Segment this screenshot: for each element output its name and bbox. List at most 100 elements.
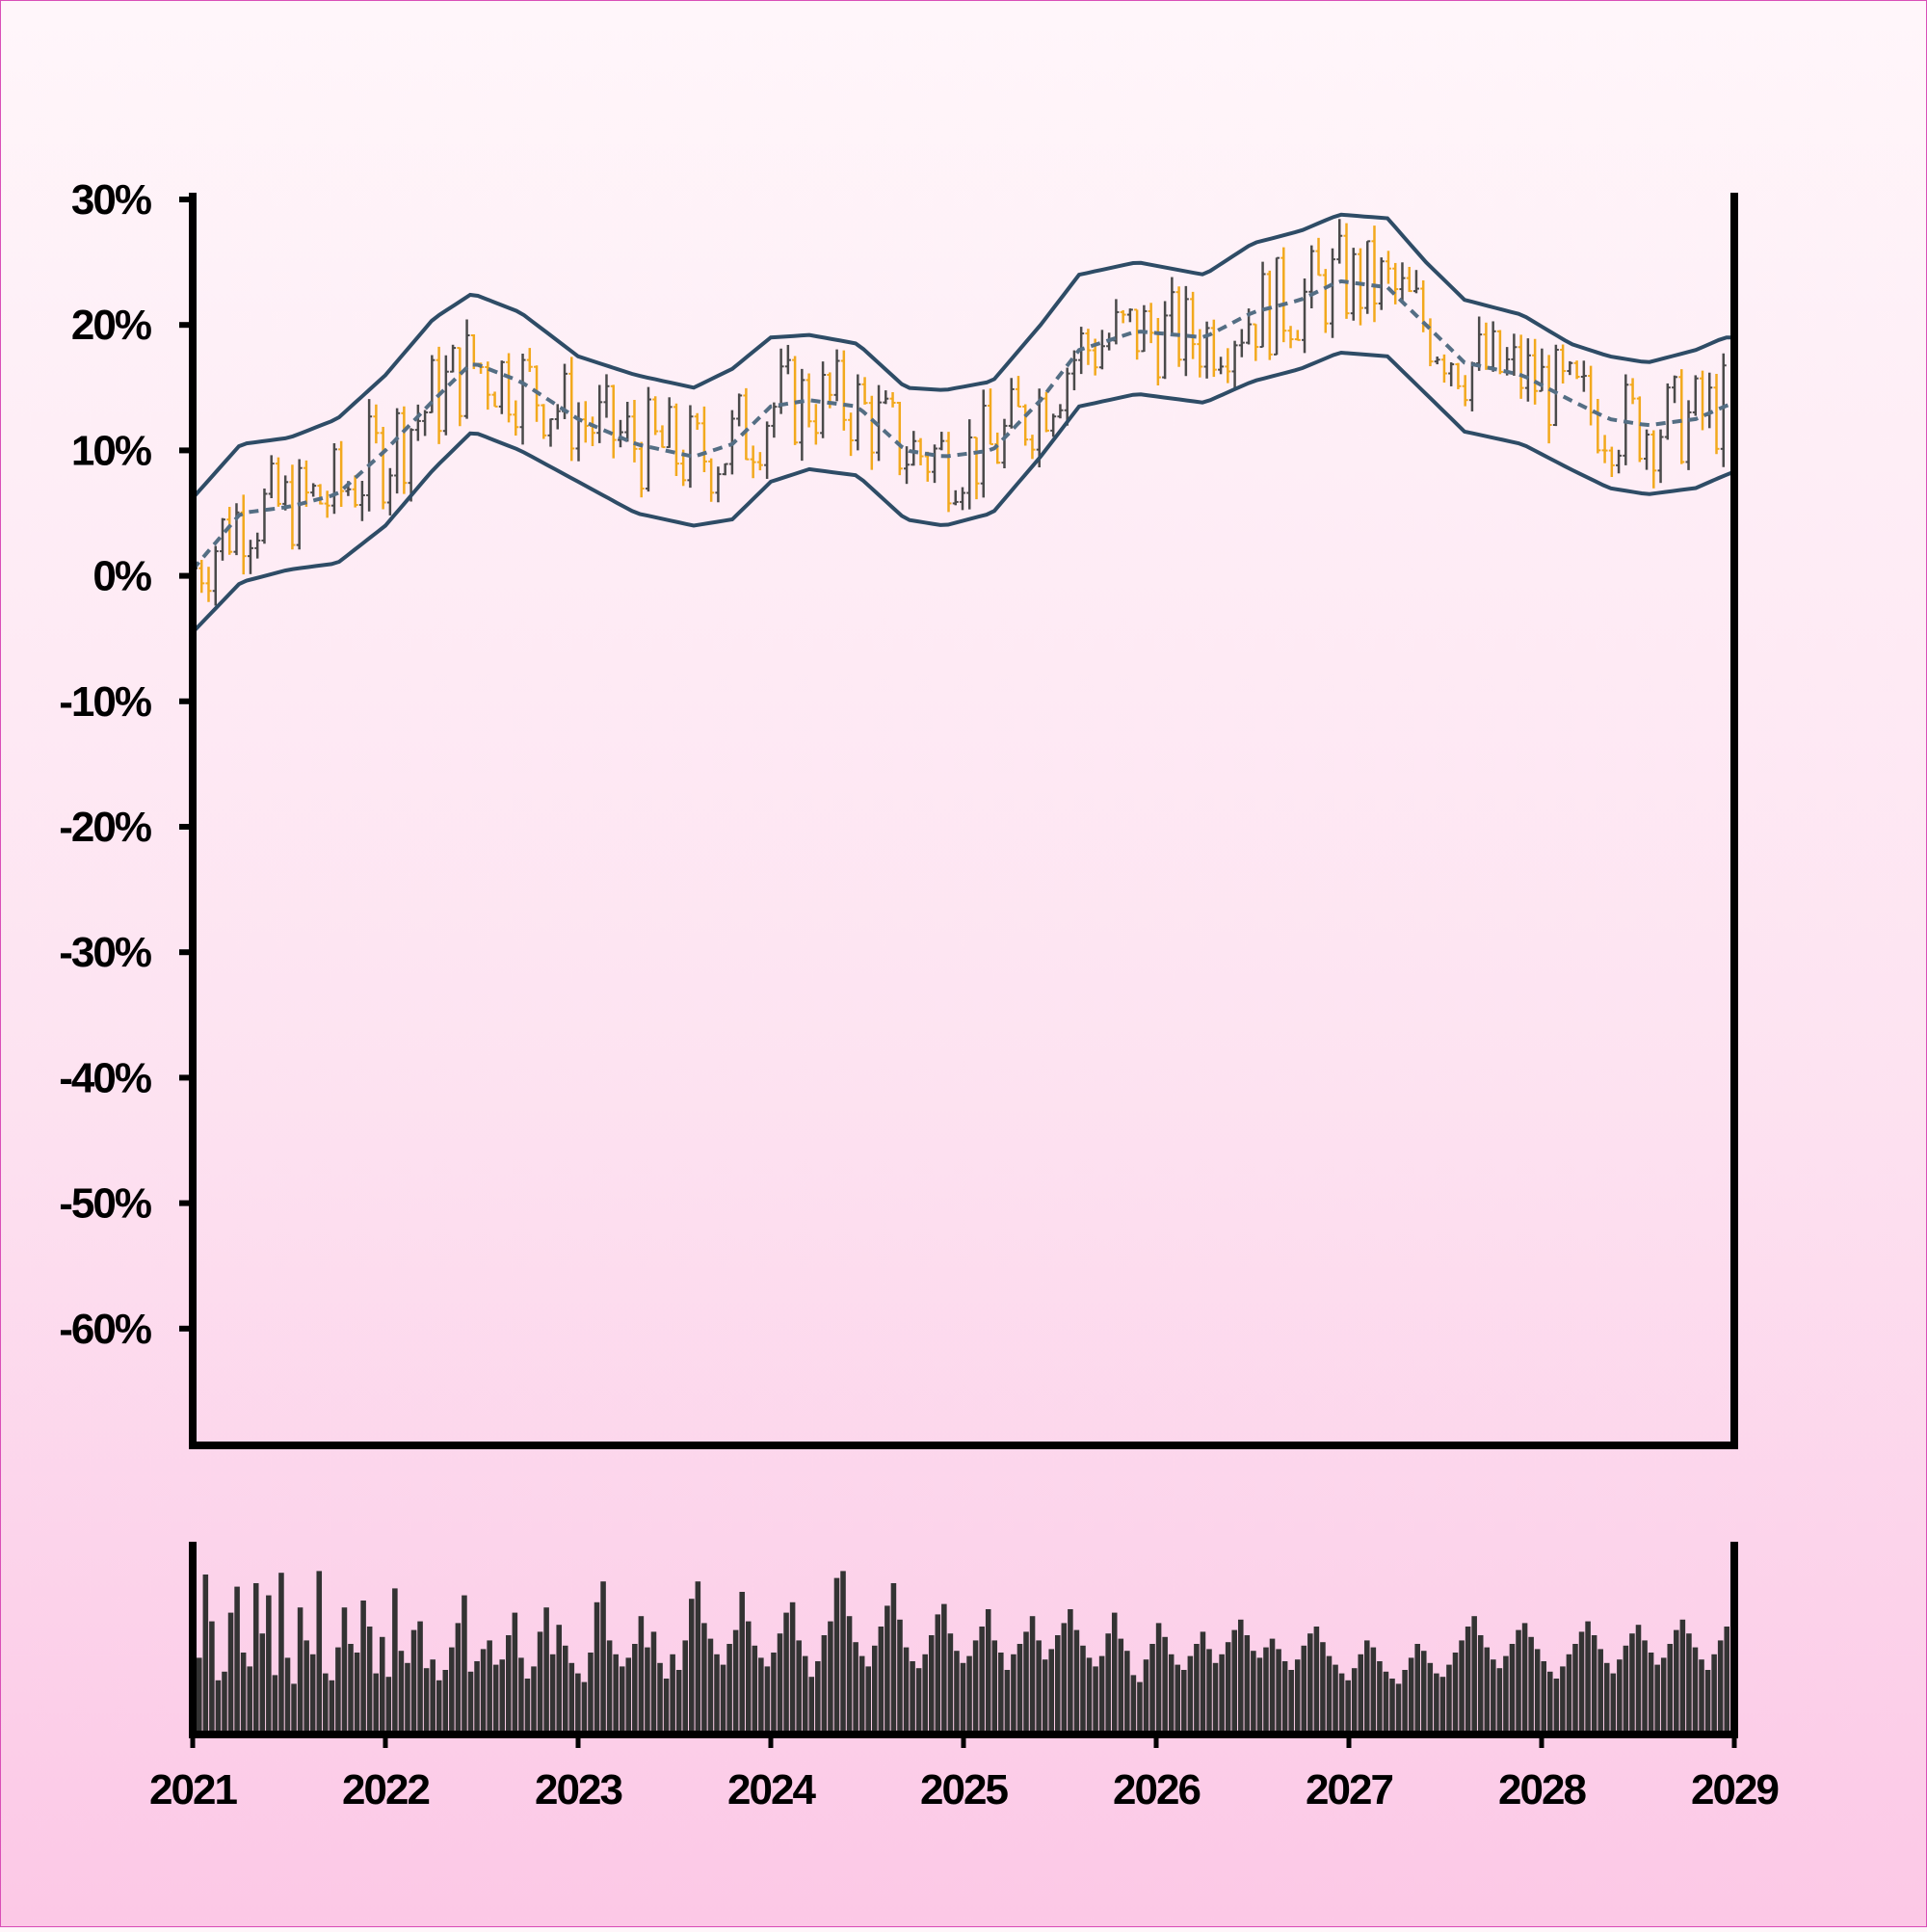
volume-bar	[1288, 1670, 1294, 1731]
volume-bar	[783, 1612, 789, 1731]
volume-bar	[247, 1666, 252, 1731]
volume-bar	[1452, 1653, 1459, 1731]
y-tick-label: -60%	[59, 1306, 151, 1353]
y-tick-label: -30%	[59, 929, 151, 976]
volume-bar	[1566, 1654, 1572, 1731]
volume-bar	[1635, 1625, 1642, 1731]
volume-bar	[915, 1668, 922, 1731]
volume-bar	[745, 1621, 752, 1731]
volume-bar	[462, 1595, 467, 1731]
volume-bar	[1654, 1664, 1660, 1731]
volume-bar	[449, 1647, 455, 1731]
volume-bar	[1477, 1635, 1484, 1731]
volume-bar	[1420, 1651, 1427, 1731]
volume-bar	[878, 1627, 884, 1731]
volume-bar	[1578, 1631, 1585, 1731]
volume-bar	[202, 1575, 209, 1731]
volume-bar	[398, 1651, 405, 1731]
volume-bar	[1402, 1670, 1408, 1731]
volume-bar	[966, 1655, 972, 1731]
volume-bar	[1704, 1670, 1711, 1731]
volume-bar	[1080, 1645, 1086, 1731]
volume-bar	[657, 1662, 663, 1731]
volume-bar	[1610, 1673, 1617, 1731]
volume-bar	[1446, 1664, 1452, 1731]
volume-bar	[1585, 1621, 1591, 1731]
volume-bar	[815, 1661, 821, 1731]
volume-bar	[1591, 1635, 1597, 1731]
volume-bar	[689, 1599, 695, 1731]
volume-bar	[1263, 1647, 1269, 1731]
volume-bar	[764, 1666, 771, 1731]
volume-bar	[726, 1644, 732, 1731]
volume-bar	[638, 1616, 645, 1731]
volume-bar	[1377, 1661, 1383, 1731]
volume-bar	[568, 1662, 575, 1731]
volume-bar	[1048, 1649, 1054, 1731]
volume-bar	[252, 1583, 259, 1731]
volume-bar	[1572, 1644, 1578, 1731]
x-tick-label: 2024	[727, 1766, 816, 1813]
volume-bar	[650, 1631, 657, 1731]
volume-bar	[1130, 1675, 1137, 1731]
volume-bar	[1509, 1644, 1516, 1731]
volume-bar	[1111, 1612, 1118, 1731]
volume-bar	[1301, 1645, 1307, 1731]
volume-bar	[215, 1680, 222, 1731]
volume-bar	[1692, 1647, 1699, 1731]
volume-bar	[758, 1657, 764, 1731]
y-tick-label: -40%	[59, 1054, 151, 1101]
volume-bar	[1679, 1619, 1686, 1731]
volume-bar	[259, 1633, 266, 1731]
volume-bar	[506, 1635, 512, 1731]
volume-bar	[309, 1654, 316, 1731]
volume-bar	[278, 1573, 284, 1731]
volume-bar	[1029, 1616, 1036, 1731]
volume-bar	[297, 1607, 304, 1731]
volume-bar	[234, 1586, 240, 1731]
volume-bar	[954, 1651, 960, 1731]
volume-bar	[1187, 1655, 1194, 1731]
volume-bar	[890, 1583, 897, 1731]
volume-bar	[1068, 1609, 1073, 1731]
volume-bar	[1281, 1661, 1288, 1731]
volume-bar	[1521, 1623, 1528, 1731]
volume-bar	[227, 1612, 234, 1731]
volume-bar	[903, 1647, 910, 1731]
volume-bar	[1137, 1681, 1143, 1731]
y-tick-label: -50%	[59, 1180, 151, 1228]
volume-bar	[1244, 1635, 1251, 1731]
volume-bar	[1175, 1664, 1181, 1731]
volume-bar	[240, 1653, 247, 1731]
volume-bar	[436, 1680, 442, 1731]
y-tick-label: 20%	[71, 302, 151, 349]
volume-bar	[543, 1607, 549, 1731]
volume-bar	[1667, 1644, 1674, 1731]
y-tick-label: 0%	[92, 553, 150, 600]
volume-bar	[1711, 1654, 1717, 1731]
volume-bar	[518, 1657, 524, 1731]
volume-bar	[1439, 1677, 1446, 1731]
volume-bar	[1414, 1644, 1420, 1731]
volume-bar	[1251, 1651, 1256, 1731]
volume-bar	[487, 1640, 492, 1731]
x-tick-label: 2021	[149, 1766, 237, 1813]
x-tick-label: 2026	[1113, 1766, 1200, 1813]
volume-bar	[1553, 1679, 1560, 1731]
volume-bar	[828, 1621, 833, 1731]
volume-bar	[1459, 1640, 1465, 1731]
volume-bar	[833, 1577, 840, 1731]
volume-bar	[1491, 1659, 1496, 1731]
volume-bar	[670, 1654, 675, 1731]
volume-bar	[197, 1657, 202, 1731]
volume-bar	[1333, 1664, 1338, 1731]
x-tick-label: 2028	[1498, 1766, 1586, 1813]
volume-bar	[1206, 1649, 1212, 1731]
volume-bar	[442, 1670, 449, 1731]
volume-bar	[1471, 1616, 1477, 1731]
volume-bar	[575, 1673, 581, 1731]
volume-bar	[840, 1571, 846, 1731]
volume-bar	[1465, 1627, 1471, 1731]
volume-bar	[379, 1636, 385, 1731]
